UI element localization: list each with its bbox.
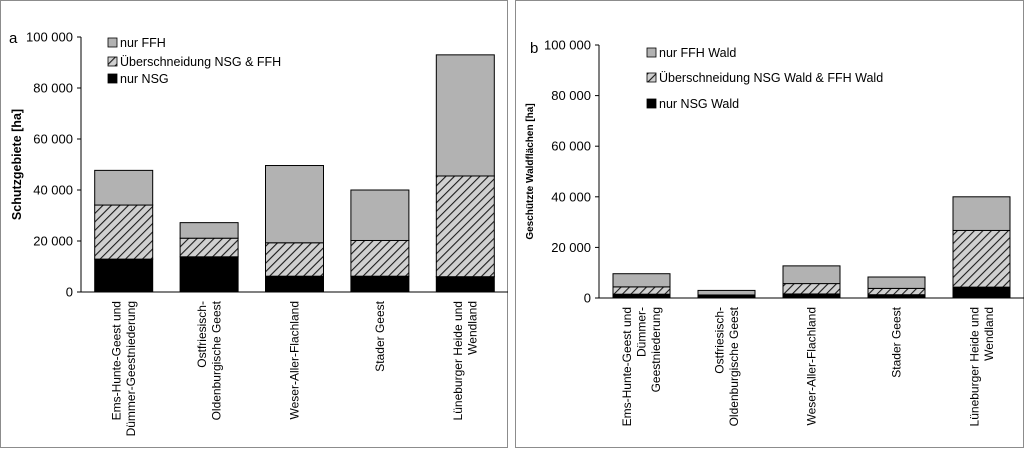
bar-segment-nur-ffh xyxy=(435,54,495,177)
legend-swatch-ueberschneidung-nsg-wald-ffh-wald xyxy=(646,72,657,83)
bar-segment-nur-ffh xyxy=(350,189,410,241)
bar-segment-nur-nsg xyxy=(179,256,239,293)
legend-swatch-nur-ffh-wald xyxy=(646,47,657,58)
y-tick-label: 60 000 xyxy=(551,139,591,154)
chart-b-svg: b 0 20 000 40 000 60 000 80 000 100 000 Geschü… xyxy=(525,38,1024,426)
bar-segment-ueberschneidung-nsg-wald-ffh-wald xyxy=(867,287,926,296)
legend-swatch-nur-ffh xyxy=(107,37,118,48)
x-category-label: Ems-Hunte-Geest und xyxy=(620,307,634,426)
bar-segment-nur-nsg xyxy=(435,276,495,293)
legend-label-nur-ffh: nur FFH xyxy=(120,36,166,50)
y-axis-title: Geschützte Waldflächen [ha] xyxy=(525,103,536,239)
y-tick-label: 0 xyxy=(66,285,73,300)
legend-label-nur-nsg-wald: nur NSG Wald xyxy=(659,97,739,111)
x-category-label: Weser-Aller-Flachland xyxy=(288,301,302,419)
bar-segment-ueberschneidung-nsg-ffh xyxy=(265,242,324,277)
x-category-label: Oldenburgische Geest xyxy=(727,306,741,426)
y-tick-label: 40 000 xyxy=(551,189,591,204)
y-tick-label: 20 000 xyxy=(33,234,73,249)
x-category-label: Wendland xyxy=(466,301,480,355)
x-category-label: Dümmer- xyxy=(635,307,649,357)
panel-letter-b: b xyxy=(530,40,538,57)
bar-segment-nur-nsg xyxy=(265,275,324,293)
chart-panel-b: b 0 20 000 40 000 60 000 80 000 100 000 Geschü… xyxy=(515,0,1024,448)
bar-segment-nur-ffh-wald xyxy=(867,276,926,289)
y-tick-label: 0 xyxy=(584,291,591,306)
bar-segment-nur-nsg-wald xyxy=(782,293,841,299)
x-category-label: Ostfriesisch- xyxy=(195,301,209,368)
y-tick-label: 100 000 xyxy=(26,30,73,45)
bar-segment-nur-ffh xyxy=(179,222,239,239)
x-category-label: Geestniederung xyxy=(649,307,663,392)
legend-swatch-ueberschneidung-nsg-ffh xyxy=(107,56,118,67)
bar-segment-nur-nsg-wald xyxy=(952,286,1011,299)
x-category-label: Lüneburger Heide und xyxy=(967,307,981,426)
x-category-label: Stader Geest xyxy=(890,306,904,377)
y-tick-label: 100 000 xyxy=(544,38,591,53)
x-category-label: Lüneburger Heide und xyxy=(451,301,465,420)
bar-segment-ueberschneidung-nsg-ffh xyxy=(94,204,154,260)
legend-label-ueberschneidung-nsg-ffh: Überschneidung NSG & FFH xyxy=(120,55,281,69)
y-tick-label: 20 000 xyxy=(551,240,591,255)
x-category-label: Wendland xyxy=(982,307,996,361)
y-tick-label: 80 000 xyxy=(551,88,591,103)
panel-letter-a: a xyxy=(9,30,18,47)
chart-a-svg: a 0 20 000 40 000 60 000 80 000 100 000 Schutz… xyxy=(9,30,508,436)
bar-segment-nur-ffh-wald xyxy=(612,273,671,288)
legend-swatch-nur-nsg-wald xyxy=(646,98,657,109)
y-axis-title: Schutzgebiete [ha] xyxy=(10,109,24,220)
x-category-label: Ems-Hunte-Geest und xyxy=(109,301,123,420)
bar-segment-nur-nsg-wald xyxy=(612,293,671,299)
x-category-label: Weser-Aller-Flachland xyxy=(805,307,819,425)
bar-segment-ueberschneidung-nsg-wald-ffh-wald xyxy=(612,286,671,295)
y-tick-label: 60 000 xyxy=(33,132,73,147)
bar-segment-nur-ffh-wald xyxy=(697,289,756,296)
bar-segment-ueberschneidung-nsg-ffh xyxy=(350,239,410,277)
bar-segment-nur-nsg xyxy=(94,258,154,293)
bar-segment-nur-ffh-wald xyxy=(952,196,1011,231)
x-category-label: Dümmer-Geestniederung xyxy=(124,301,138,436)
legend-label-ueberschneidung-nsg-wald-ffh-wald: Überschneidung NSG Wald & FFH Wald xyxy=(659,71,883,85)
chart-panel-a: a 0 20 000 40 000 60 000 80 000 100 000 Schutz… xyxy=(0,0,508,448)
legend-label-nur-ffh-wald: nur FFH Wald xyxy=(659,46,736,60)
bar-segment-nur-ffh-wald xyxy=(782,265,841,285)
x-category-label: Stader Geest xyxy=(373,300,387,371)
bar-segment-ueberschneidung-nsg-wald-ffh-wald xyxy=(952,229,1011,288)
bar-segment-nur-ffh xyxy=(94,169,154,206)
bar-segment-ueberschneidung-nsg-ffh xyxy=(435,175,495,278)
x-category-label: Ostfriesisch- xyxy=(712,307,726,374)
bar-segment-ueberschneidung-nsg-ffh xyxy=(179,237,239,258)
x-category-label: Oldenburgische Geest xyxy=(209,300,223,420)
bar-segment-nur-ffh xyxy=(265,165,324,244)
legend-label-nur-nsg: nur NSG xyxy=(120,72,169,86)
y-tick-label: 40 000 xyxy=(33,183,73,198)
bar-segment-nur-nsg xyxy=(350,275,410,293)
bar-segment-ueberschneidung-nsg-wald-ffh-wald xyxy=(782,283,841,295)
y-tick-label: 80 000 xyxy=(33,81,73,96)
legend-swatch-nur-nsg xyxy=(107,73,118,84)
